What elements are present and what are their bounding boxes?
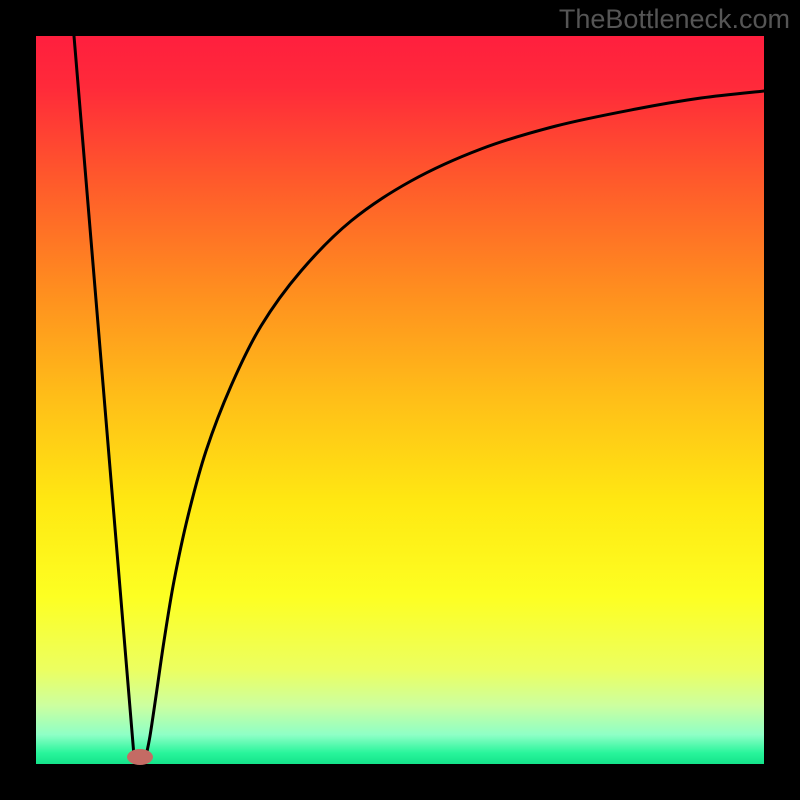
bottleneck-curve (36, 36, 764, 764)
watermark-text: TheBottleneck.com (559, 4, 790, 35)
optimal-point-marker (126, 748, 154, 766)
plot-area (36, 36, 764, 764)
chart-canvas: TheBottleneck.com (0, 0, 800, 800)
